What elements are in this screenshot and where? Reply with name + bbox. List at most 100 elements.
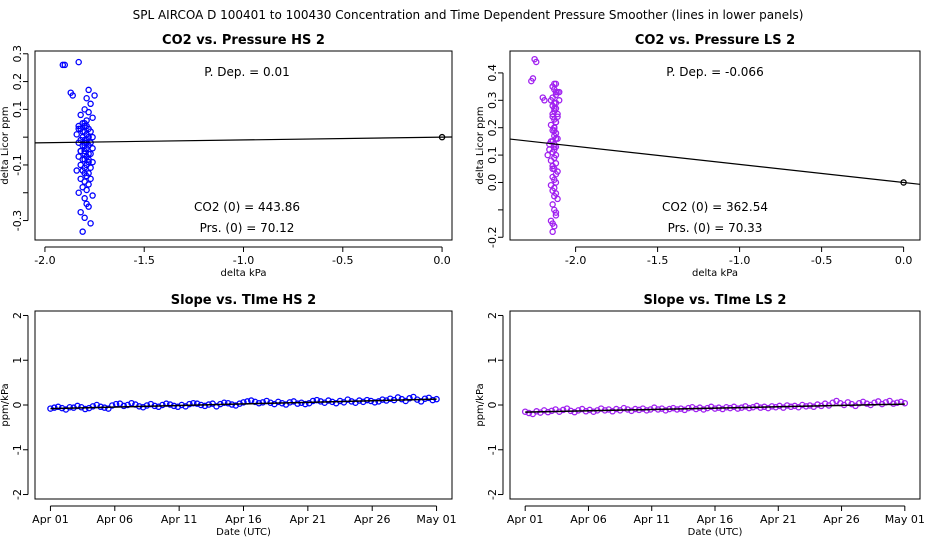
data-point bbox=[85, 181, 92, 188]
panel-p2: CO2 vs. Pressure LS 2 -2.0 -1.5 -1.0 -0.5 0.0… bbox=[475, 33, 921, 279]
x-axis-title: delta kPa bbox=[692, 268, 738, 279]
data-point bbox=[547, 157, 555, 164]
annotation-prs-0: Prs. (0) = 70.33 bbox=[668, 221, 763, 235]
data-point bbox=[554, 113, 561, 120]
data-point bbox=[85, 86, 92, 94]
data-point bbox=[83, 95, 90, 102]
data-point bbox=[240, 399, 247, 406]
data-point bbox=[274, 398, 282, 406]
x-tick-label: Apr 01 bbox=[32, 513, 69, 526]
annotation-prs-0: Prs. (0) = 70.12 bbox=[200, 221, 295, 235]
y-tick-label: 0.1 bbox=[11, 101, 24, 119]
data-point bbox=[87, 220, 94, 227]
data-point bbox=[539, 94, 547, 101]
data-point bbox=[87, 100, 94, 108]
data-point bbox=[81, 214, 88, 222]
data-point bbox=[379, 396, 386, 403]
panel-title: CO2 vs. Pressure LS 2 bbox=[635, 33, 795, 48]
data-point bbox=[549, 165, 556, 173]
data-point bbox=[532, 58, 540, 66]
data-point bbox=[302, 400, 309, 408]
data-point bbox=[224, 399, 232, 407]
data-point bbox=[549, 94, 556, 101]
data-point bbox=[89, 114, 96, 121]
data-point bbox=[259, 399, 267, 406]
y-tick-label: -1 bbox=[486, 444, 499, 455]
data-point bbox=[75, 189, 82, 196]
data-point bbox=[294, 400, 301, 407]
data-point bbox=[669, 404, 677, 412]
data-point bbox=[87, 164, 94, 171]
data-point bbox=[83, 131, 90, 138]
x-tick-label: Apr 21 bbox=[760, 513, 797, 526]
data-point bbox=[559, 406, 567, 414]
data-point bbox=[85, 156, 92, 163]
y-tick-label: 2 bbox=[11, 312, 24, 319]
x-tick-label: -2.0 bbox=[565, 254, 586, 267]
data-point bbox=[201, 402, 209, 410]
data-point bbox=[89, 145, 96, 152]
data-point bbox=[166, 401, 174, 408]
x-tick-label: May 01 bbox=[885, 513, 925, 526]
x-tick-label: 0.0 bbox=[895, 254, 913, 267]
data-point bbox=[69, 92, 76, 99]
data-point bbox=[89, 133, 96, 141]
data-point bbox=[81, 195, 88, 202]
data-point bbox=[159, 401, 166, 409]
x-tick-label: Apr 21 bbox=[290, 513, 327, 526]
y-tick-label: -0.1 bbox=[11, 154, 24, 175]
panel-title: CO2 vs. Pressure HS 2 bbox=[162, 33, 325, 48]
origin-point bbox=[900, 179, 907, 186]
data-point bbox=[81, 120, 88, 127]
data-point bbox=[893, 399, 901, 407]
x-tick-label: Apr 26 bbox=[823, 513, 860, 526]
y-axis-title: delta Licor ppm bbox=[0, 106, 11, 184]
data-point bbox=[89, 403, 97, 410]
data-point bbox=[128, 399, 135, 407]
data-point bbox=[220, 399, 228, 407]
data-point bbox=[73, 167, 80, 174]
data-point bbox=[371, 399, 379, 406]
y-tick-label: 0.0 bbox=[486, 174, 499, 192]
data-point bbox=[87, 175, 94, 183]
x-tick-label: Apr 11 bbox=[161, 513, 198, 526]
data-point bbox=[77, 147, 84, 155]
smooth-line bbox=[525, 403, 905, 413]
x-tick-label: -1.5 bbox=[133, 254, 154, 267]
fit-line bbox=[34, 136, 453, 144]
data-point bbox=[552, 209, 560, 216]
data-point bbox=[193, 400, 201, 407]
plot-frame bbox=[34, 310, 453, 500]
data-point bbox=[81, 405, 89, 413]
data-point bbox=[544, 151, 551, 159]
data-point bbox=[83, 186, 90, 194]
data-point bbox=[91, 92, 98, 99]
data-point bbox=[552, 179, 560, 186]
y-tick-label: 0 bbox=[11, 402, 24, 409]
y-tick-label: -2 bbox=[11, 489, 24, 500]
data-point bbox=[549, 220, 556, 227]
x-tick-label: Apr 16 bbox=[225, 513, 262, 526]
data-point bbox=[613, 405, 620, 413]
x-tick-label: -1.0 bbox=[233, 254, 254, 267]
y-tick-label: 2 bbox=[486, 312, 499, 319]
y-tick-label: -0.3 bbox=[11, 210, 24, 231]
data-point bbox=[75, 122, 82, 130]
data-point bbox=[108, 402, 116, 409]
panel-title: Slope vs. TIme LS 2 bbox=[644, 293, 787, 308]
y-tick-label: 0.4 bbox=[486, 64, 499, 82]
y-tick-label: -2 bbox=[486, 489, 499, 500]
y-tick-label: 0.3 bbox=[11, 45, 24, 63]
data-point bbox=[552, 118, 560, 126]
x-tick-label: Apr 06 bbox=[97, 513, 134, 526]
x-tick-label: -2.0 bbox=[34, 254, 55, 267]
data-point bbox=[386, 395, 394, 402]
y-tick-label: 1 bbox=[486, 357, 499, 364]
data-point bbox=[89, 192, 96, 199]
data-point bbox=[75, 58, 82, 66]
data-point bbox=[85, 108, 92, 116]
y-tick-label: 0.3 bbox=[486, 92, 499, 110]
x-tick-label: May 01 bbox=[416, 513, 456, 526]
plot-frame bbox=[34, 50, 453, 241]
annotation-co2-0: CO2 (0) = 443.86 bbox=[194, 200, 300, 214]
